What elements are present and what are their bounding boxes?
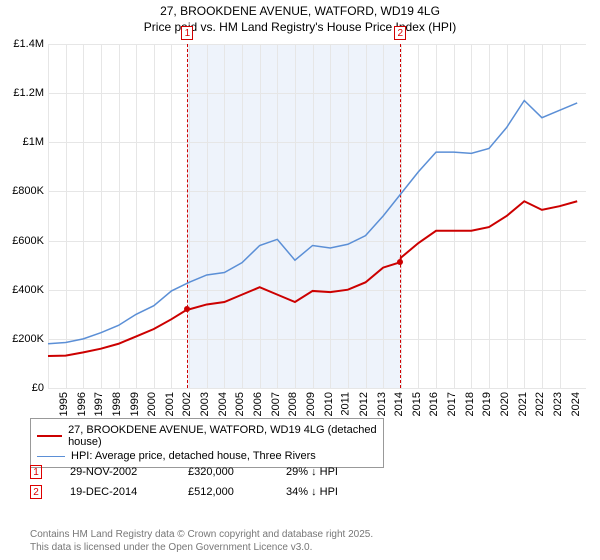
sale-marker-box: 2 [394,26,406,40]
y-tick-label: £600K [12,235,44,247]
y-tick-label: £1M [23,136,44,148]
x-tick-label: 2021 [516,392,528,416]
legend-row: 27, BROOKDENE AVENUE, WATFORD, WD19 4LG … [37,423,377,449]
x-tick-label: 2002 [181,392,193,416]
chart-container: 27, BROOKDENE AVENUE, WATFORD, WD19 4LG … [0,0,600,560]
y-tick-label: £1.4M [13,38,44,50]
h-gridline [48,388,586,389]
x-tick-label: 2001 [164,392,176,416]
x-tick-label: 2003 [199,392,211,416]
legend: 27, BROOKDENE AVENUE, WATFORD, WD19 4LG … [30,418,384,468]
x-tick-label: 2018 [463,392,475,416]
legend-label: 27, BROOKDENE AVENUE, WATFORD, WD19 4LG … [68,424,377,448]
x-tick-label: 2017 [446,392,458,416]
x-tick-label: 2007 [269,392,281,416]
sale-date: 19-DEC-2014 [70,486,160,498]
x-tick-label: 2016 [428,392,440,416]
y-tick-label: £200K [12,333,44,345]
x-tick-label: 2024 [569,392,581,416]
x-tick-label: 2022 [534,392,546,416]
sale-delta: 29% ↓ HPI [286,466,376,478]
x-tick-label: 2000 [146,392,158,416]
chart-title: 27, BROOKDENE AVENUE, WATFORD, WD19 4LG … [0,0,600,35]
x-tick-label: 1997 [93,392,105,416]
sale-row: 1 29-NOV-2002 £320,000 29% ↓ HPI [30,462,376,482]
sale-dot [184,306,190,312]
sale-price: £512,000 [188,486,258,498]
x-tick-label: 2004 [217,392,229,416]
x-tick-label: 2012 [358,392,370,416]
x-tick-label: 2006 [252,392,264,416]
y-tick-label: £800K [12,185,44,197]
x-tick-label: 2005 [234,392,246,416]
x-tick-label: 1998 [111,392,123,416]
footer-line-2: This data is licensed under the Open Gov… [30,542,373,555]
legend-swatch [37,456,65,457]
x-tick-label: 2014 [393,392,405,416]
sale-dot [397,259,403,265]
sale-marker-box: 1 [181,26,193,40]
footer-attribution: Contains HM Land Registry data © Crown c… [30,529,373,554]
x-tick-label: 2020 [499,392,511,416]
x-tick-label: 2008 [287,392,299,416]
y-tick-label: £0 [32,382,44,394]
x-tick-label: 2023 [552,392,564,416]
y-tick-label: £400K [12,284,44,296]
sale-index-marker: 2 [30,485,42,499]
sale-row: 2 19-DEC-2014 £512,000 34% ↓ HPI [30,482,376,502]
series-svg [48,44,586,388]
x-tick-label: 2019 [481,392,493,416]
title-line-2: Price paid vs. HM Land Registry's House … [0,20,600,36]
sale-delta: 34% ↓ HPI [286,486,376,498]
sales-table: 1 29-NOV-2002 £320,000 29% ↓ HPI 2 19-DEC-201… [30,462,376,502]
sale-date: 29-NOV-2002 [70,466,160,478]
title-line-1: 27, BROOKDENE AVENUE, WATFORD, WD19 4LG [0,4,600,20]
sale-price: £320,000 [188,466,258,478]
sale-index-marker: 1 [30,465,42,479]
legend-swatch [37,435,62,437]
y-tick-label: £1.2M [13,87,44,99]
x-tick-label: 1999 [128,392,140,416]
series-line [48,201,577,356]
footer-line-1: Contains HM Land Registry data © Crown c… [30,529,373,542]
x-tick-label: 2009 [305,392,317,416]
legend-label: HPI: Average price, detached house, Thre… [71,450,316,462]
x-tick-label: 1995 [58,392,70,416]
legend-row: HPI: Average price, detached house, Thre… [37,449,377,463]
x-tick-label: 2011 [340,392,352,416]
x-tick-label: 1996 [75,392,87,416]
x-tick-label: 2010 [322,392,334,416]
x-tick-label: 2015 [411,392,423,416]
chart-plot-area: £0£200K£400K£600K£800K£1M£1.2M£1.4M19951… [48,44,586,388]
x-tick-label: 2013 [375,392,387,416]
